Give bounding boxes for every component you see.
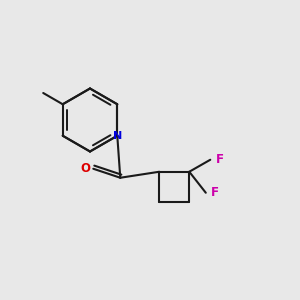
Text: F: F [216,153,224,166]
Text: F: F [211,186,219,199]
Text: N: N [113,131,122,141]
Text: O: O [81,162,91,175]
